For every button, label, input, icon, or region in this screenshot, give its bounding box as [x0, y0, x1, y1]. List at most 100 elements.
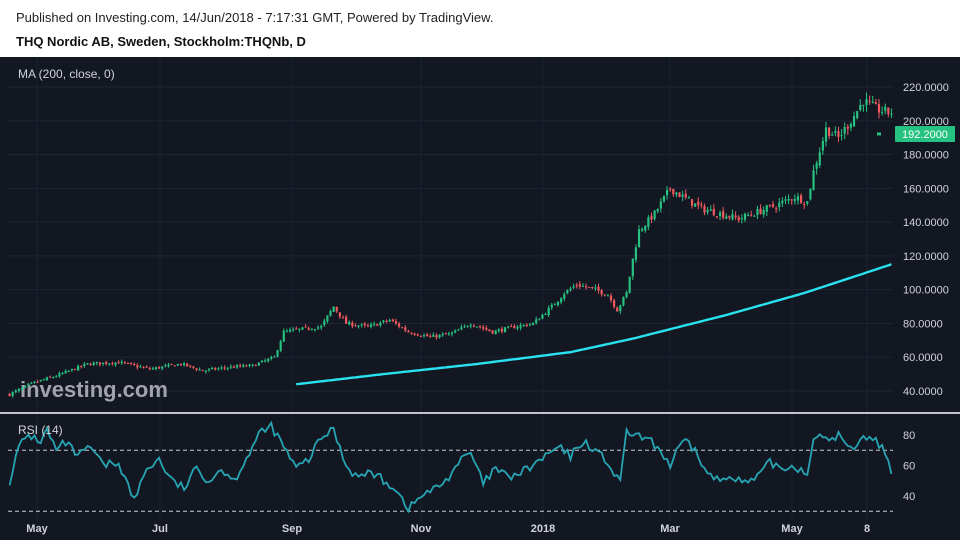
candle[interactable] [631, 258, 634, 280]
candle[interactable] [809, 188, 812, 201]
rsi-line[interactable] [8, 420, 893, 514]
candle[interactable] [279, 339, 282, 353]
candle[interactable] [578, 280, 581, 290]
candle[interactable] [120, 359, 123, 366]
candle[interactable] [553, 302, 556, 306]
candle[interactable] [298, 328, 301, 333]
candle[interactable] [239, 363, 242, 368]
candle[interactable] [606, 294, 609, 297]
candle[interactable] [242, 363, 245, 368]
candle[interactable] [161, 366, 164, 371]
candle[interactable] [828, 127, 831, 140]
candle[interactable] [176, 363, 179, 366]
candle[interactable] [36, 379, 39, 384]
candle[interactable] [566, 289, 569, 295]
candle[interactable] [285, 328, 288, 333]
candle[interactable] [105, 360, 108, 366]
candle[interactable] [575, 282, 578, 289]
candle[interactable] [525, 323, 528, 328]
candle[interactable] [460, 324, 463, 331]
candle[interactable] [301, 327, 304, 331]
candle[interactable] [30, 381, 33, 385]
candle[interactable] [718, 210, 722, 221]
candle[interactable] [55, 374, 58, 378]
candle[interactable] [270, 355, 273, 361]
candle[interactable] [257, 362, 260, 366]
candle[interactable] [192, 366, 195, 370]
candle[interactable] [775, 206, 778, 213]
candle[interactable] [584, 283, 588, 290]
candle[interactable] [413, 332, 416, 336]
candle[interactable] [201, 369, 204, 372]
candle[interactable] [447, 331, 451, 336]
candle[interactable] [656, 208, 659, 214]
candle[interactable] [167, 362, 170, 368]
candle[interactable] [20, 386, 24, 391]
candle[interactable] [634, 244, 638, 263]
candle[interactable] [834, 126, 837, 137]
candle[interactable] [158, 366, 161, 370]
candle[interactable] [500, 326, 504, 334]
candle[interactable] [712, 204, 715, 217]
candle[interactable] [235, 363, 239, 369]
candle[interactable] [641, 227, 644, 232]
candle[interactable] [843, 122, 846, 140]
candle[interactable] [136, 363, 139, 370]
candle[interactable] [560, 297, 563, 305]
candle[interactable] [48, 375, 52, 378]
candle[interactable] [348, 320, 351, 326]
candle[interactable] [360, 323, 363, 328]
candle[interactable] [211, 366, 214, 370]
candle[interactable] [401, 326, 404, 329]
candle[interactable] [313, 328, 317, 332]
candle[interactable] [694, 203, 697, 208]
candle[interactable] [86, 363, 89, 365]
candle[interactable] [67, 370, 70, 372]
candle[interactable] [662, 195, 666, 204]
candle[interactable] [126, 362, 130, 364]
candle[interactable] [737, 215, 740, 223]
candle[interactable] [204, 370, 207, 374]
candle[interactable] [444, 332, 447, 335]
candle[interactable] [282, 328, 285, 342]
candle[interactable] [507, 325, 510, 329]
candle[interactable] [422, 333, 426, 338]
candle[interactable] [479, 324, 482, 329]
candle[interactable] [80, 365, 83, 369]
candle[interactable] [700, 201, 703, 209]
candle[interactable] [856, 110, 859, 120]
candle[interactable] [765, 204, 768, 216]
candle[interactable] [416, 333, 419, 337]
candle[interactable] [123, 361, 126, 365]
candle[interactable] [591, 286, 594, 290]
candle[interactable] [672, 188, 675, 197]
candle[interactable] [538, 317, 541, 321]
candle[interactable] [821, 136, 824, 155]
candle[interactable] [547, 305, 550, 318]
candle[interactable] [753, 214, 756, 217]
candle[interactable] [831, 131, 834, 136]
candle[interactable] [304, 324, 307, 328]
candle[interactable] [684, 189, 687, 200]
candle[interactable] [397, 321, 401, 329]
candle[interactable] [722, 207, 725, 220]
candle[interactable] [33, 381, 36, 384]
candle[interactable] [678, 191, 681, 198]
candle[interactable] [846, 124, 849, 136]
candle[interactable] [784, 196, 787, 205]
candle[interactable] [64, 369, 67, 374]
candle[interactable] [703, 203, 706, 216]
candle[interactable] [226, 367, 229, 371]
candle[interactable] [799, 193, 803, 204]
candle[interactable] [407, 329, 410, 333]
candle[interactable] [806, 200, 809, 206]
candle[interactable] [111, 361, 114, 366]
candle[interactable] [740, 214, 743, 224]
candle[interactable] [438, 334, 441, 339]
candle[interactable] [519, 322, 522, 331]
candle[interactable] [528, 322, 532, 327]
candle[interactable] [198, 367, 201, 371]
candle[interactable] [454, 329, 457, 334]
candle[interactable] [129, 362, 133, 366]
candle[interactable] [154, 366, 158, 371]
